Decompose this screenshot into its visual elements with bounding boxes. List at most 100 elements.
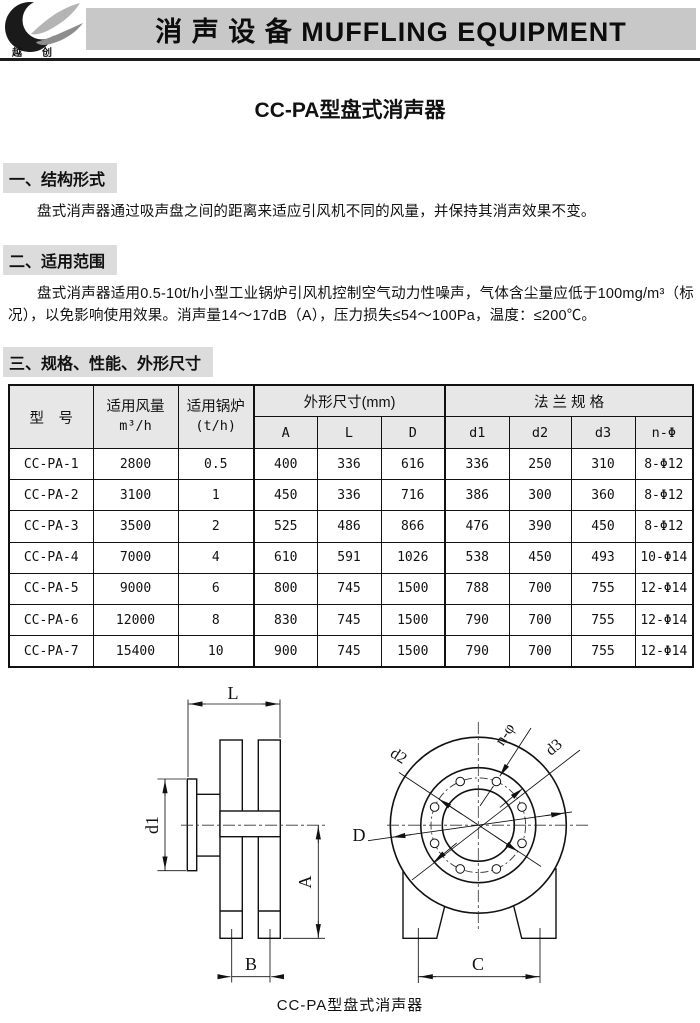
value-cell: 800 (253, 572, 318, 605)
value-cell: 400 (253, 447, 318, 481)
section-heading-application: 二、适用范围 (3, 245, 118, 275)
value-cell: 716 (380, 479, 446, 512)
dim-label-B: B (245, 954, 257, 974)
value-cell: 3100 (92, 479, 179, 512)
value-cell: 8 (177, 603, 255, 637)
value-cell: 360 (570, 479, 636, 512)
value-cell: 250 (508, 447, 572, 481)
side-view-drawing (186, 739, 281, 940)
value-cell: 2 (177, 510, 255, 543)
value-cell: 745 (316, 603, 382, 637)
value-cell: 10 (177, 635, 255, 668)
model-cell: CC-PA-7 (8, 635, 94, 668)
value-cell: 12-Φ14 (634, 572, 694, 605)
sub-col-header-d2: d2 (508, 416, 572, 449)
value-cell: 538 (444, 541, 510, 574)
value-cell: 12-Φ14 (634, 603, 694, 637)
value-cell: 1500 (380, 572, 446, 605)
sub-col-header-d1: d1 (444, 416, 510, 449)
value-cell: 476 (444, 510, 510, 543)
value-cell: 745 (316, 635, 382, 668)
col-header-boiler-unit: (t/h) (195, 418, 237, 434)
value-cell: 386 (444, 479, 510, 512)
section-heading-specs: 三、规格、性能、外形尺寸 (3, 347, 214, 377)
sub-col-header-n-Φ: n-Φ (634, 416, 694, 449)
col-header-boiler: 适用锅炉 (t/h) (177, 384, 255, 449)
spec-table: 型 号 适用风量 m³/h 适用锅炉 (t/h) 外形尺寸(mm) 法 兰 规 … (8, 384, 695, 669)
group-header-outline-dimensions: 外形尺寸(mm) (252, 384, 446, 417)
value-cell: 830 (253, 603, 318, 637)
flange-bolt-holes (429, 776, 527, 874)
side-view-dimensions (157, 699, 325, 983)
value-cell: 450 (570, 510, 636, 543)
figure-caption: CC-PA型盘式消声器 (276, 997, 424, 1014)
dim-label-C: C (472, 954, 484, 974)
model-cell: CC-PA-4 (8, 541, 94, 574)
table-row: CC-PA-1 2800 0.5 400 336 616 336 250 310 8-Φ12 (8, 447, 694, 481)
table-row: CC-PA-6 12000 8 830 745 1500 790 700 755 12-Φ14 (8, 603, 694, 637)
value-cell: 8-Φ12 (634, 447, 694, 481)
sub-col-header-d3: d3 (570, 416, 636, 449)
model-cell: CC-PA-2 (8, 479, 94, 512)
value-cell: 486 (316, 510, 382, 543)
sub-col-header-D: D (380, 416, 446, 449)
value-cell: 450 (253, 479, 318, 512)
section-heading-structure: 一、结构形式 (3, 163, 118, 193)
value-cell: 2800 (92, 447, 179, 481)
value-cell: 336 (444, 447, 510, 481)
value-cell: 900 (253, 635, 318, 668)
value-cell: 310 (570, 447, 636, 481)
col-header-boiler-label: 适用锅炉 (186, 399, 245, 415)
value-cell: 610 (253, 541, 318, 574)
value-cell: 10-Φ14 (634, 541, 694, 574)
value-cell: 450 (508, 541, 572, 574)
table-row: CC-PA-7 15400 10 900 745 1500 790 700 755 12-Φ14 (8, 635, 694, 668)
value-cell: 866 (380, 510, 446, 543)
dim-label-d3: d3 (543, 736, 566, 759)
page-banner-title: 消 声 设 备 MUFFLING EQUIPMENT (86, 8, 696, 50)
model-cell: CC-PA-5 (8, 572, 94, 605)
technical-drawing: L d1 A B (142, 685, 588, 983)
group-header-flange-spec: 法 兰 规 格 (444, 384, 694, 417)
value-cell: 3500 (92, 510, 179, 543)
dim-label-d1: d1 (142, 816, 162, 834)
value-cell: 1026 (380, 541, 446, 574)
document-title: CC-PA型盘式消声器 (254, 99, 446, 122)
value-cell: 591 (316, 541, 382, 574)
value-cell: 700 (508, 603, 572, 637)
value-cell: 336 (316, 447, 382, 481)
value-cell: 300 (508, 479, 572, 512)
dim-label-d2: d2 (387, 745, 410, 768)
dim-label-A: A (295, 876, 315, 889)
value-cell: 8-Φ12 (634, 479, 694, 512)
company-logo (5, 0, 83, 52)
model-cell: CC-PA-3 (8, 510, 94, 543)
model-cell: CC-PA-6 (8, 603, 94, 637)
value-cell: 1 (177, 479, 255, 512)
value-cell: 788 (444, 572, 510, 605)
table-row: CC-PA-4 7000 4 610 591 1026 538 450 493 10-Φ14 (8, 541, 694, 574)
logo-caption: 越创 (12, 48, 72, 59)
value-cell: 493 (570, 541, 636, 574)
model-cell: CC-PA-1 (8, 447, 94, 481)
value-cell: 755 (570, 572, 636, 605)
dim-label-L: L (228, 685, 239, 703)
table-row: CC-PA-2 3100 1 450 336 716 386 300 360 8-Φ12 (8, 479, 694, 512)
col-header-airflow: 适用风量 m³/h (92, 384, 179, 449)
value-cell: 4 (177, 541, 255, 574)
value-cell: 745 (316, 572, 382, 605)
value-cell: 790 (444, 603, 510, 637)
col-header-model: 型 号 (8, 384, 94, 449)
value-cell: 7000 (92, 541, 179, 574)
table-row: CC-PA-5 9000 6 800 745 1500 788 700 755 12-Φ14 (8, 572, 694, 605)
value-cell: 755 (570, 603, 636, 637)
value-cell: 616 (380, 447, 446, 481)
section-body-application: 盘式消声器适用0.5-10t/h小型工业锅炉引风机控制空气动力性噪声，气体含尘量… (8, 286, 694, 324)
value-cell: 9000 (92, 572, 179, 605)
section-body-structure: 盘式消声器通过吸声盘之间的距离来适应引风机不同的风量，并保持其消声效果不变。 (37, 204, 596, 220)
col-header-airflow-label: 适用风量 (106, 399, 165, 415)
header-divider (0, 58, 700, 61)
value-cell: 12-Φ14 (634, 635, 694, 668)
